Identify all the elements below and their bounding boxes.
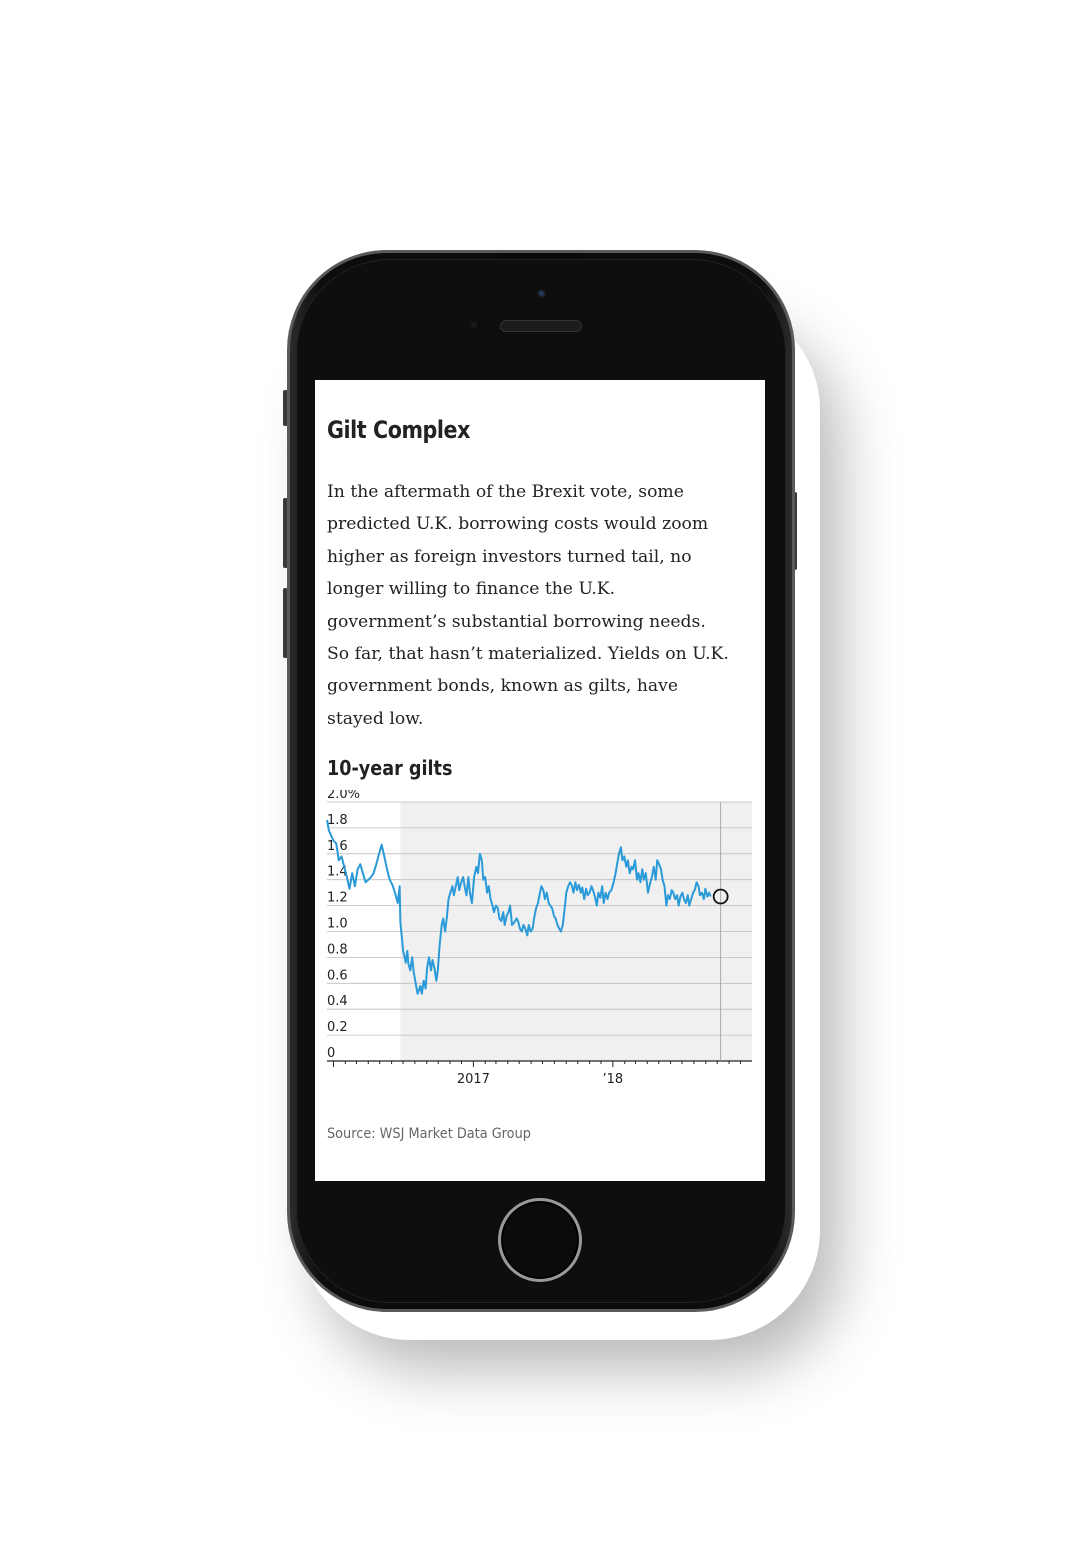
body-line: government’s substantial borrowing needs… — [327, 611, 706, 632]
y-tick-label: 0 — [327, 1046, 335, 1061]
front-camera-icon — [537, 289, 546, 298]
y-tick-label: 1.2 — [327, 891, 348, 906]
latest-value-marker — [712, 888, 729, 905]
gilt-yield-line — [326, 819, 712, 995]
volume-down-button — [283, 588, 288, 658]
phone-screen: Gilt Complex In the aftermath of the Bre… — [315, 380, 765, 1181]
chart-title: 10-year gilts — [327, 756, 453, 780]
body-line: In the aftermath of the Brexit vote, som… — [327, 482, 684, 502]
y-tick-label: 0.4 — [327, 994, 348, 1009]
body-line: stayed low. — [327, 708, 424, 729]
home-button[interactable] — [498, 1198, 582, 1282]
y-tick-label: 1.4 — [327, 865, 348, 880]
body-line: higher as foreign investors turned tail,… — [327, 546, 692, 567]
chart-source: Source: WSJ Market Data Group — [327, 1126, 531, 1142]
y-tick-label: 2.0% — [327, 790, 360, 802]
body-line: longer willing to finance the U.K. — [327, 579, 616, 600]
y-tick-label: 0.2 — [327, 1020, 348, 1035]
y-tick-label: 1.0 — [327, 917, 348, 932]
volume-up-button — [283, 498, 288, 568]
body-line: government bonds, known as gilts, have — [327, 676, 679, 697]
body-line: So far, that hasn’t materialized. Yields… — [327, 644, 729, 665]
y-tick-label: 0.6 — [327, 968, 348, 983]
x-tick-label: 2017 — [457, 1072, 490, 1087]
article-body: In the aftermath of the Brexit vote, som… — [327, 476, 757, 735]
y-tick-label: 1.8 — [327, 813, 348, 828]
x-tick-label: ’18 — [603, 1072, 624, 1087]
earpiece-speaker — [500, 320, 582, 332]
body-line: predicted U.K. borrowing costs would zoo… — [327, 514, 709, 535]
y-tick-label: 0.8 — [327, 942, 348, 957]
mute-switch — [283, 390, 288, 426]
proximity-sensor — [471, 322, 477, 328]
article-title: Gilt Complex — [327, 416, 470, 444]
